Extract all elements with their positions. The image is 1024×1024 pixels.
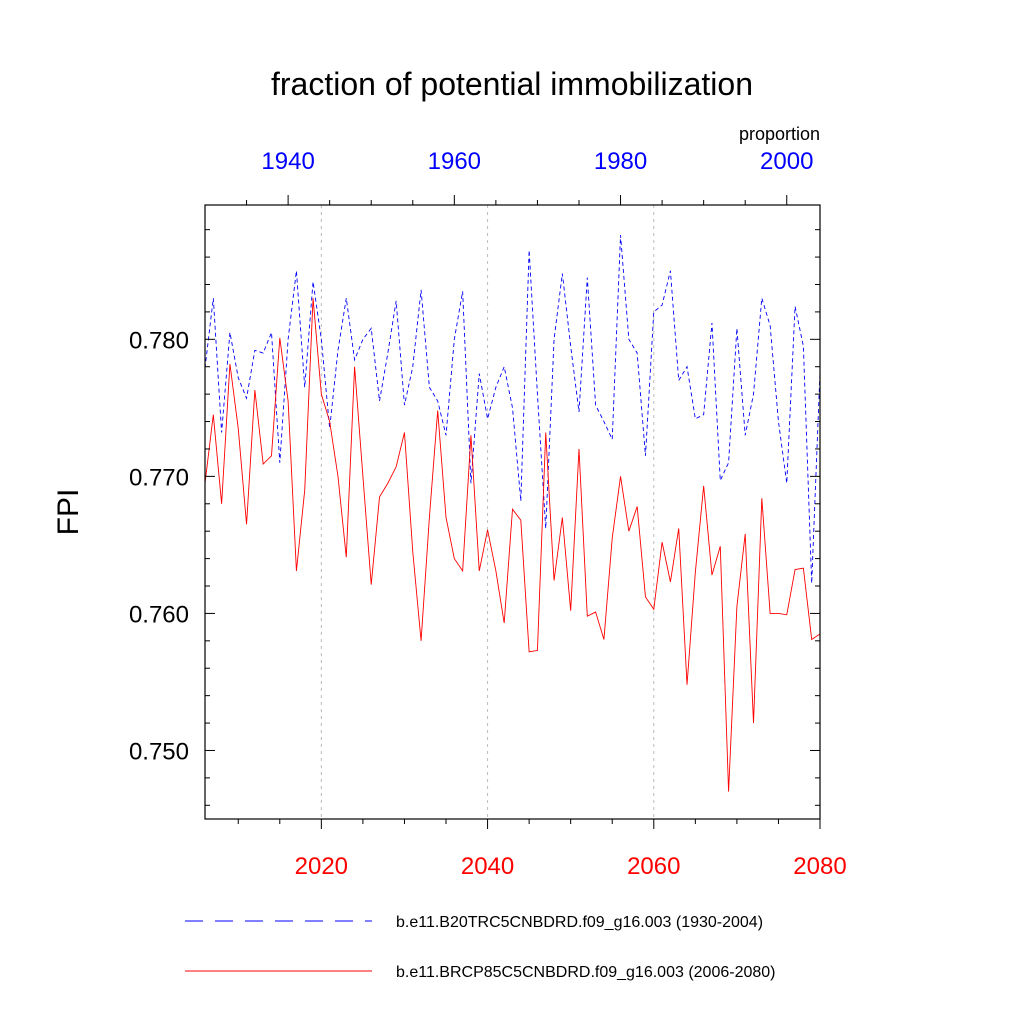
- legend: b.e11.B20TRC5CNBDRD.f09_g16.003 (1930-20…: [185, 914, 775, 981]
- y-axis-label: FPI: [52, 489, 85, 536]
- top-axis-label-2000: 2000: [760, 148, 813, 175]
- series-line-historical: [204, 235, 821, 584]
- bottom-axis-label-2080: 2080: [793, 853, 846, 880]
- y-tick-label: 0.750: [129, 738, 189, 765]
- series-line-future: [204, 298, 821, 792]
- top-axis-label-1980: 1980: [594, 148, 647, 175]
- top-axis-label-1960: 1960: [428, 148, 481, 175]
- gridlines: [320, 205, 655, 819]
- plot-frame: [204, 204, 821, 820]
- legend-label-historical: b.e11.B20TRC5CNBDRD.f09_g16.003 (1930-20…: [396, 914, 763, 931]
- bottom-axis-label-2040: 2040: [461, 853, 514, 880]
- series-layer: [204, 235, 821, 792]
- units-label: proportion: [739, 124, 820, 144]
- bottom-axis-label-2020: 2020: [295, 853, 348, 880]
- y-tick-label: 0.760: [129, 601, 189, 628]
- axes: 0.750 0.760 0.770 0.780 1940 1960 1980 2000 2020…: [129, 148, 847, 880]
- bottom-axis-label-2060: 2060: [627, 853, 680, 880]
- legend-label-future: b.e11.BRCP85C5CNBDRD.f09_g16.003 (2006-2…: [396, 964, 775, 981]
- chart-title: fraction of potential immobilization: [271, 66, 753, 102]
- top-axis-label-1940: 1940: [261, 148, 314, 175]
- y-tick-label: 0.780: [129, 327, 189, 354]
- y-tick-label: 0.770: [129, 464, 189, 491]
